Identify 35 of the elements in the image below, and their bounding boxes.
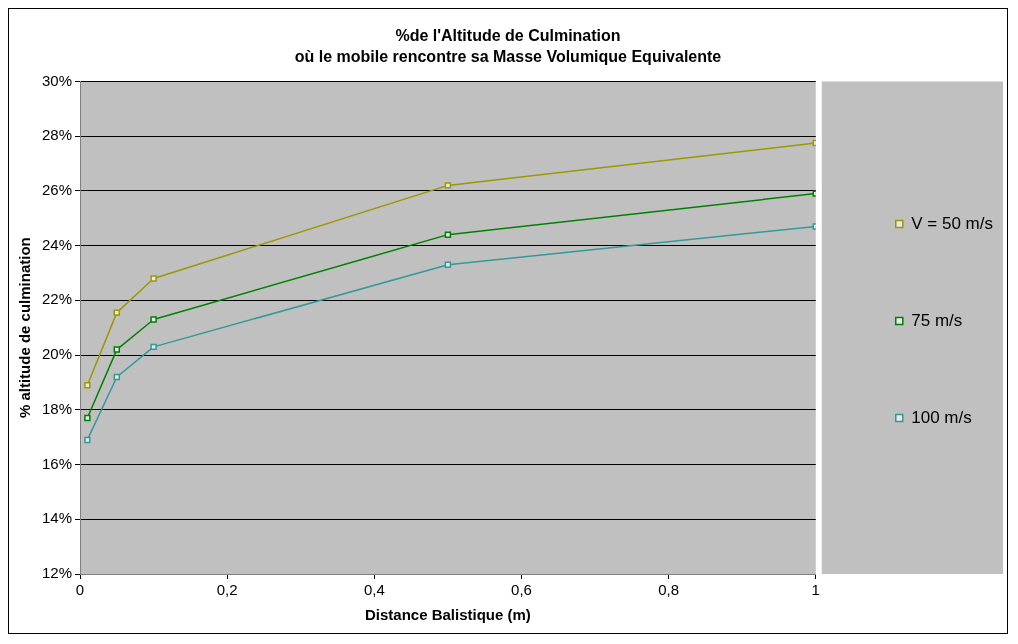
point bbox=[84, 381, 91, 389]
x-tick-label: 0 bbox=[75, 581, 85, 599]
point bbox=[150, 343, 157, 351]
y-tick-label: 12% bbox=[41, 564, 73, 582]
point bbox=[113, 309, 121, 316]
y-tick-label: 28% bbox=[41, 126, 73, 144]
point bbox=[84, 414, 91, 422]
point bbox=[444, 261, 452, 268]
point bbox=[444, 182, 452, 189]
x-tick-label: 0,4 bbox=[363, 581, 385, 599]
legend-label: V = 50 m/s bbox=[911, 213, 993, 233]
chart-subtitle: où le mobile rencontre sa Masse Volumique Equivalente bbox=[294, 48, 722, 66]
y-tick-label: 16% bbox=[41, 454, 73, 472]
y-tick-label: 22% bbox=[41, 290, 73, 308]
y-tick-label: 30% bbox=[41, 71, 73, 89]
x-tick-label: 0,6 bbox=[511, 581, 532, 599]
point bbox=[113, 373, 121, 381]
y-tick-label: 24% bbox=[41, 235, 73, 253]
point bbox=[84, 436, 91, 444]
x-tick-label: 1 bbox=[811, 581, 820, 599]
x-tick-label: 0,8 bbox=[658, 581, 680, 599]
y-tick-label: 26% bbox=[41, 181, 73, 199]
y-tick-label: 20% bbox=[41, 345, 73, 363]
x-axis-title: Distance Balistique (m) bbox=[364, 606, 531, 624]
legend-label: 100 m/s bbox=[911, 407, 972, 427]
y-tick-label: 18% bbox=[41, 399, 73, 417]
y-axis-title: % altitude de culmination bbox=[16, 237, 34, 419]
point bbox=[150, 316, 157, 323]
x-tick-label: 0,2 bbox=[216, 581, 238, 599]
point bbox=[444, 231, 452, 238]
point bbox=[113, 346, 121, 353]
point bbox=[150, 275, 157, 282]
legend-label: 75 m/s bbox=[911, 310, 963, 330]
y-tick-label: 14% bbox=[41, 509, 73, 527]
chart-title: %de l'Altitude de Culmination bbox=[395, 27, 621, 45]
